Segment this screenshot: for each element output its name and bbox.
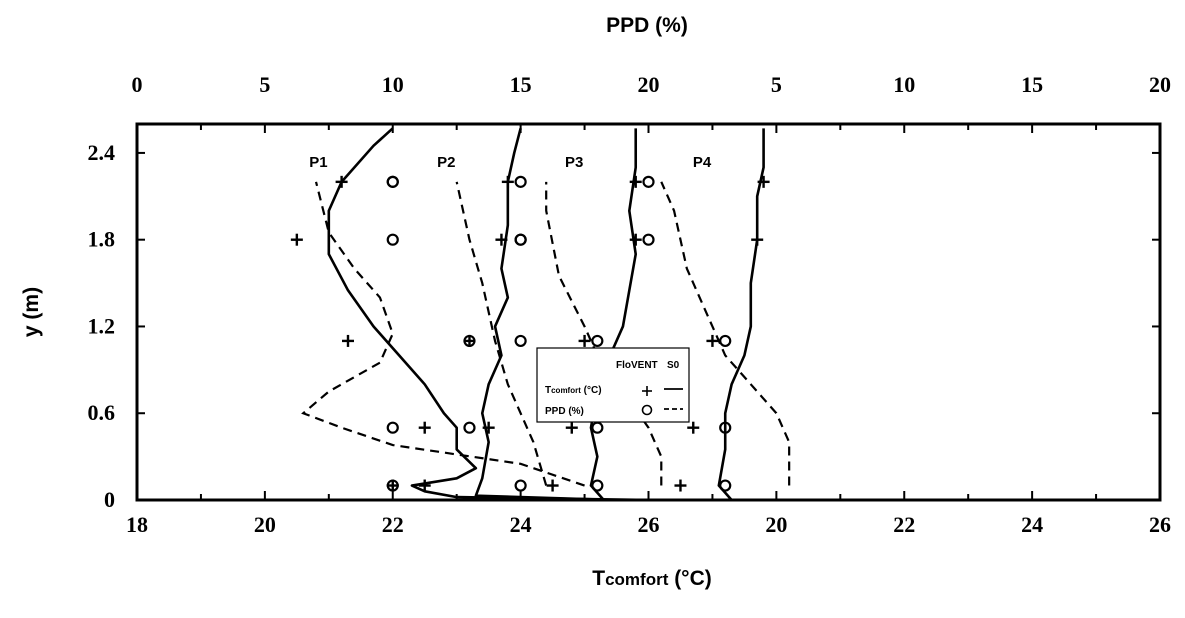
top-axis-title: PPD (%) <box>606 14 688 37</box>
flovent-tcomfort-point <box>674 479 687 492</box>
flovent-tcomfort-point <box>578 334 591 347</box>
flovent-ppd-point <box>386 233 399 246</box>
top-tick-label: 15 <box>510 72 532 97</box>
top-tick-label: 5 <box>771 72 782 97</box>
legend-header-flovent: FloVENT <box>616 360 658 371</box>
panel-label: P2 <box>437 154 455 171</box>
bottom-tick-label: 26 <box>1149 512 1171 537</box>
bottom-axis-title-main: T <box>592 567 605 590</box>
top-tick-label: 0 <box>132 72 143 97</box>
marks-layer: P1 P2 P3 P4 <box>290 127 791 502</box>
flovent-tcomfort-point <box>546 479 559 492</box>
bottom-tick-label: 22 <box>893 512 915 537</box>
bottom-tick-label: 26 <box>638 512 660 537</box>
bottom-axis-title-sub: comfort <box>605 570 669 589</box>
bottom-tick-label: 24 <box>1021 512 1043 537</box>
flovent-ppd-point <box>514 334 527 348</box>
flovent-tcomfort-point <box>751 233 764 246</box>
y-tick-label: 0.6 <box>88 400 116 425</box>
flovent-tcomfort-point <box>629 233 642 246</box>
flovent-tcomfort-point <box>757 175 770 188</box>
top-tick-label: 5 <box>259 72 270 97</box>
legend-row-tcomfort-sub: comfort <box>551 386 581 395</box>
bottom-tick-label: 20 <box>765 512 787 537</box>
flovent-ppd-point <box>463 421 476 434</box>
bottom-axis-title-unit: (°C) <box>668 567 711 590</box>
flovent-ppd-point <box>719 421 732 434</box>
series-s0-tcomfort-line <box>327 127 649 502</box>
legend-row-tcomfort-unit: (°C) <box>581 385 602 396</box>
flovent-ppd-point <box>719 334 732 348</box>
top-tick-label: 20 <box>638 72 660 97</box>
flovent-tcomfort-point <box>341 334 354 347</box>
flovent-ppd-point <box>591 421 604 434</box>
y-tick-label: 0 <box>104 487 115 512</box>
y-tick-label: 1.8 <box>88 227 116 252</box>
flovent-tcomfort-point <box>495 233 508 246</box>
series-s0-tcomfort-line <box>717 128 765 501</box>
panel-label: P3 <box>565 154 583 171</box>
flovent-ppd-point <box>386 479 399 492</box>
bottom-tick-label: 22 <box>382 512 404 537</box>
panel-label: P1 <box>309 154 327 171</box>
flovent-ppd-point <box>719 479 732 492</box>
flovent-ppd-point <box>386 175 399 188</box>
y-tick-label: 1.2 <box>88 313 116 338</box>
flovent-ppd-point <box>514 479 527 492</box>
flovent-ppd-point <box>386 421 399 434</box>
top-tick-label: 10 <box>382 72 404 97</box>
series-s0-ppd-line <box>455 181 548 486</box>
plot-frame <box>135 122 1162 502</box>
flovent-tcomfort-point <box>629 175 642 188</box>
left-axis-title: y (m) <box>20 287 43 337</box>
flovent-ppd-point <box>591 334 604 348</box>
top-tick-label: 10 <box>893 72 915 97</box>
panel-label: P4 <box>693 154 712 171</box>
series-s0-ppd-line <box>301 181 585 487</box>
flovent-tcomfort-point <box>418 421 431 434</box>
flovent-ppd-point <box>514 233 527 246</box>
series-s0-tcomfort-line <box>589 128 638 501</box>
flovent-tcomfort-point <box>418 479 431 492</box>
legend: FloVENT S0 Tcomfort (°C) PPD (%) <box>536 347 690 423</box>
bottom-tick-label: 20 <box>254 512 276 537</box>
y-tick-label: 2.4 <box>88 140 116 165</box>
flovent-tcomfort-point <box>501 175 514 188</box>
flovent-tcomfort-point <box>565 421 578 434</box>
series-s0-ppd-line <box>660 181 791 486</box>
flovent-ppd-point <box>463 334 476 348</box>
legend-plus-marker <box>642 386 652 396</box>
legend-row-ppd: PPD (%) <box>545 406 584 417</box>
flovent-ppd-point <box>591 479 604 492</box>
flovent-tcomfort-point <box>482 421 495 434</box>
legend-circle-marker <box>641 404 653 416</box>
legend-row-tcomfort: Tcomfort (°C) <box>545 385 602 396</box>
flovent-tcomfort-point <box>335 175 348 188</box>
flovent-ppd-point <box>514 175 527 188</box>
flovent-ppd-point <box>642 233 655 246</box>
series-s0-tcomfort-line <box>474 128 617 502</box>
bottom-tick-label: 18 <box>126 512 148 537</box>
flovent-tcomfort-point <box>290 233 303 246</box>
top-tick-label: 15 <box>1021 72 1043 97</box>
bottom-axis-title: Tcomfort (°C) <box>592 567 712 590</box>
bottom-tick-label: 24 <box>510 512 532 537</box>
flovent-tcomfort-point <box>687 421 700 434</box>
series-s0-ppd-line <box>545 181 663 486</box>
flovent-ppd-point <box>642 175 655 188</box>
legend-box <box>536 347 690 423</box>
legend-header-s0: S0 <box>667 360 680 371</box>
flovent-tcomfort-point <box>706 334 719 347</box>
legend-row-tcomfort-main: T <box>545 385 551 396</box>
top-tick-label: 20 <box>1149 72 1171 97</box>
